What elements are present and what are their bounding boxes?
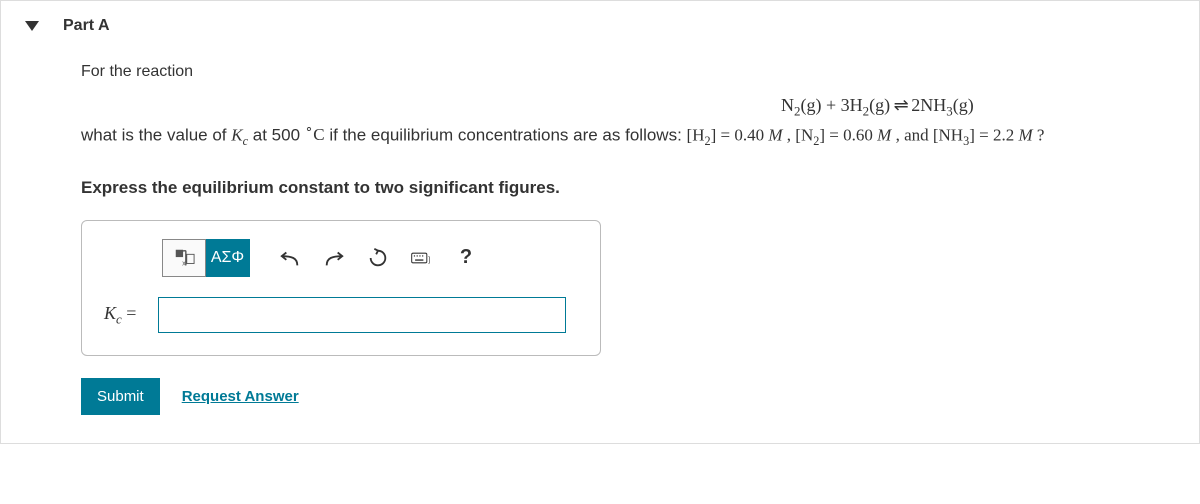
q-c: if the equilibrium concentrations are as… — [325, 125, 687, 144]
content-area: For the reaction N2(g) + 3H2(g) ⇌ 2NH3(g… — [1, 55, 1199, 443]
r2-phase: (g) — [869, 95, 890, 115]
reset-icon — [367, 247, 389, 269]
templates-icon: x — [173, 247, 195, 269]
degC: ∘C — [305, 125, 325, 144]
toolbar-gap — [250, 239, 268, 277]
undo-icon — [279, 247, 301, 269]
r2-coeff: 3 — [841, 95, 850, 115]
r2-base: H — [850, 95, 863, 115]
actions-row: Submit Request Answer — [81, 378, 1119, 415]
instruction-text: Express the equilibrium constant to two … — [81, 178, 1119, 198]
submit-button[interactable]: Submit — [81, 378, 160, 415]
eq3: = — [975, 125, 993, 144]
kc-K: K — [231, 125, 242, 144]
M1: M — [768, 125, 782, 144]
reaction-equation: N2(g) + 3H2(g) ⇌ 2NH3(g) — [781, 95, 1119, 120]
p-base: NH — [920, 95, 946, 115]
qmark: ? — [1033, 125, 1045, 144]
p-phase: (g) — [953, 95, 974, 115]
nh3-val: 2.2 — [993, 125, 1019, 144]
M2: M — [877, 125, 891, 144]
part-title: Part A — [63, 17, 110, 35]
templates-button[interactable]: x — [162, 239, 206, 277]
and: , and — [891, 125, 933, 144]
eq1: = — [716, 125, 734, 144]
part-header[interactable]: Part A — [1, 1, 1199, 55]
greek-label: ΑΣΦ — [211, 249, 244, 267]
h2-l: [H — [687, 125, 705, 144]
eq2: = — [825, 125, 843, 144]
c1: , — [783, 125, 796, 144]
M3: M — [1018, 125, 1032, 144]
greek-button[interactable]: ΑΣΦ — [206, 239, 250, 277]
help-label: ? — [460, 246, 472, 269]
answer-panel: x ΑΣΦ ] ? — [81, 220, 601, 356]
n2-l: [N — [795, 125, 813, 144]
redo-button[interactable] — [312, 239, 356, 277]
question-line: what is the value of Kc at 500 ∘C if the… — [81, 120, 1119, 150]
h2-val: 0.40 — [734, 125, 768, 144]
ans-eq: = — [122, 303, 137, 323]
equation-toolbar: x ΑΣΦ ] ? — [162, 239, 582, 277]
equilibrium-arrows-icon: ⇌ — [890, 95, 911, 115]
keyboard-icon: ] — [411, 247, 433, 269]
r1-phase: (g) — [800, 95, 821, 115]
part-a-container: Part A For the reaction N2(g) + 3H2(g) ⇌… — [0, 0, 1200, 444]
svg-text:]: ] — [428, 257, 430, 264]
help-button[interactable]: ? — [444, 239, 488, 277]
kc-label: Kc = — [100, 303, 158, 328]
reset-button[interactable] — [356, 239, 400, 277]
q-a: what is the value of — [81, 125, 231, 144]
answer-input[interactable] — [158, 297, 566, 333]
intro-text: For the reaction — [81, 63, 1119, 81]
undo-button[interactable] — [268, 239, 312, 277]
keyboard-button[interactable]: ] — [400, 239, 444, 277]
ans-K: K — [104, 303, 116, 323]
q-b: at 500 — [248, 125, 305, 144]
nh3-l: [NH — [933, 125, 963, 144]
redo-icon — [323, 247, 345, 269]
plus1: + — [821, 95, 840, 115]
r1-base: N — [781, 95, 794, 115]
n2-val: 0.60 — [843, 125, 877, 144]
request-answer-link[interactable]: Request Answer — [182, 388, 299, 405]
p-coeff: 2 — [911, 95, 920, 115]
answer-row: Kc = — [100, 297, 582, 333]
collapse-caret-icon[interactable] — [25, 21, 39, 31]
